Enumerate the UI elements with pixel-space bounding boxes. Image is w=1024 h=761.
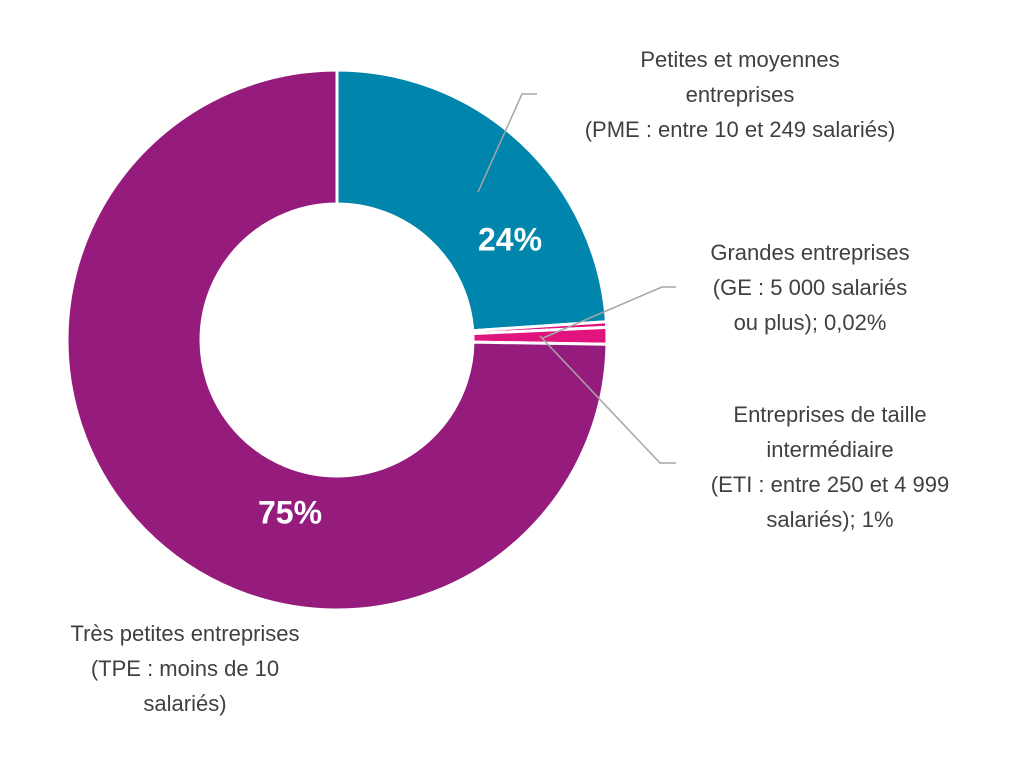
data-label-3: 75% <box>258 494 322 530</box>
label-tpe: Très petites entreprises (TPE : moins de… <box>70 621 300 716</box>
data-labels: 24% 75% <box>258 221 542 530</box>
label-eti: Entreprises de taille intermédiaire (ETI… <box>710 402 950 532</box>
slice-3 <box>65 68 609 612</box>
leader-line-1 <box>542 286 676 339</box>
data-label-0: 24% <box>478 221 542 257</box>
leader-line-2 <box>539 335 676 464</box>
slice-0 <box>335 68 608 333</box>
leader-line-0 <box>477 93 537 193</box>
leader-lines <box>477 93 676 464</box>
label-ge: Grandes entreprises (GE : 5 000 salariés… <box>710 240 910 335</box>
label-pme: Petites et moyennes entreprises (PME : e… <box>584 47 896 142</box>
donut-slices <box>65 68 609 612</box>
